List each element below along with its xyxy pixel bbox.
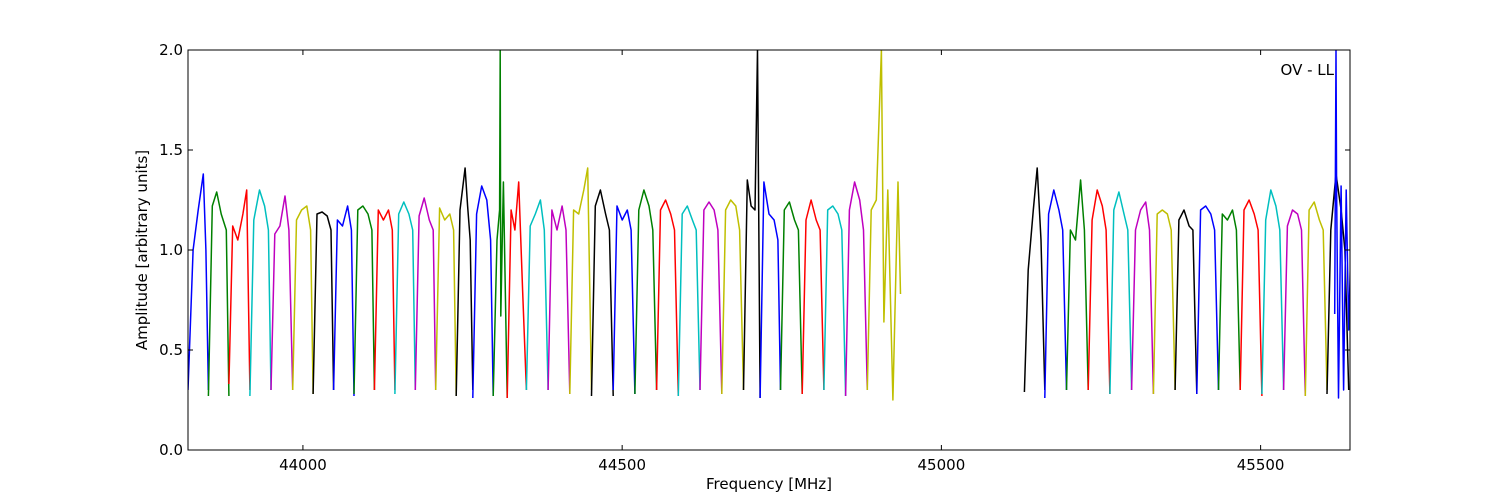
- series-line-41: [1152, 209, 1176, 395]
- series-line-2: [207, 191, 230, 397]
- series-line-31: [801, 199, 825, 395]
- series-line-39: [1109, 191, 1133, 395]
- series-line-40: [1130, 201, 1155, 395]
- series-line-23: [634, 189, 658, 395]
- series-line-4: [249, 189, 272, 397]
- series-line-19: [547, 205, 571, 395]
- y-axis-label: Amplitude [arbitrary units]: [133, 150, 151, 350]
- y-tick-label: 0.5: [159, 341, 183, 359]
- series-line-5: [270, 195, 294, 391]
- series-line-34: [866, 50, 902, 401]
- series-line-13: [434, 207, 457, 397]
- series-line-29: [759, 181, 782, 399]
- series-line-50: [1333, 50, 1350, 399]
- x-axis-label: Frequency [MHz]: [706, 475, 832, 493]
- series-line-6: [291, 205, 314, 395]
- y-tick-label: 1.5: [159, 141, 183, 159]
- series-line-8: [332, 205, 355, 397]
- series-line-10: [373, 209, 396, 391]
- tick-layer: 44000 44500 45000 45500 0.0 0.5 1.0 1.5 2.0: [159, 41, 1350, 474]
- series-line-35: [1023, 167, 1046, 393]
- series-line-48: [1304, 201, 1328, 397]
- x-tick-label: 45000: [918, 456, 966, 474]
- x-tick-label: 44000: [279, 456, 327, 474]
- series-line-47: [1282, 209, 1307, 397]
- series-line-24: [655, 199, 680, 397]
- series-line-26: [699, 201, 723, 395]
- x-tick-label: 44500: [598, 456, 646, 474]
- series-line-20: [569, 167, 593, 395]
- series-line-11: [394, 201, 417, 395]
- series-layer: [188, 50, 1350, 401]
- series-line-14: [455, 167, 474, 397]
- series-line-33: [844, 181, 869, 397]
- series-line-38: [1087, 189, 1111, 395]
- series-line-18: [525, 199, 549, 391]
- series-line-32: [823, 205, 847, 397]
- series-line-15: [472, 185, 494, 399]
- series-line-22: [612, 205, 636, 395]
- series-line-7: [312, 211, 335, 395]
- series-line-36: [1044, 189, 1068, 399]
- series-line-27: [721, 199, 745, 395]
- series-line-16: [492, 50, 508, 399]
- series-line-43: [1196, 205, 1220, 395]
- y-tick-label: 2.0: [159, 41, 183, 59]
- chart-annotation: OV - LL: [1281, 61, 1335, 79]
- series-line-17: [506, 181, 528, 399]
- y-tick-label: 1.0: [159, 241, 183, 259]
- series-line-37: [1065, 179, 1089, 391]
- series-line-46: [1261, 189, 1285, 395]
- series-line-1: [188, 173, 210, 391]
- series-line-42: [1174, 209, 1198, 395]
- x-tick-label: 45500: [1237, 456, 1285, 474]
- series-line-45: [1239, 199, 1263, 397]
- series-line-44: [1217, 209, 1241, 391]
- series-line-28: [742, 50, 761, 399]
- series-line-30: [779, 201, 803, 395]
- series-line-3: [228, 189, 251, 391]
- series-line-12: [414, 197, 437, 391]
- y-tick-label: 0.0: [159, 441, 183, 459]
- series-line-9: [353, 205, 376, 395]
- series-line-25: [677, 205, 701, 397]
- series-line-21: [590, 189, 614, 397]
